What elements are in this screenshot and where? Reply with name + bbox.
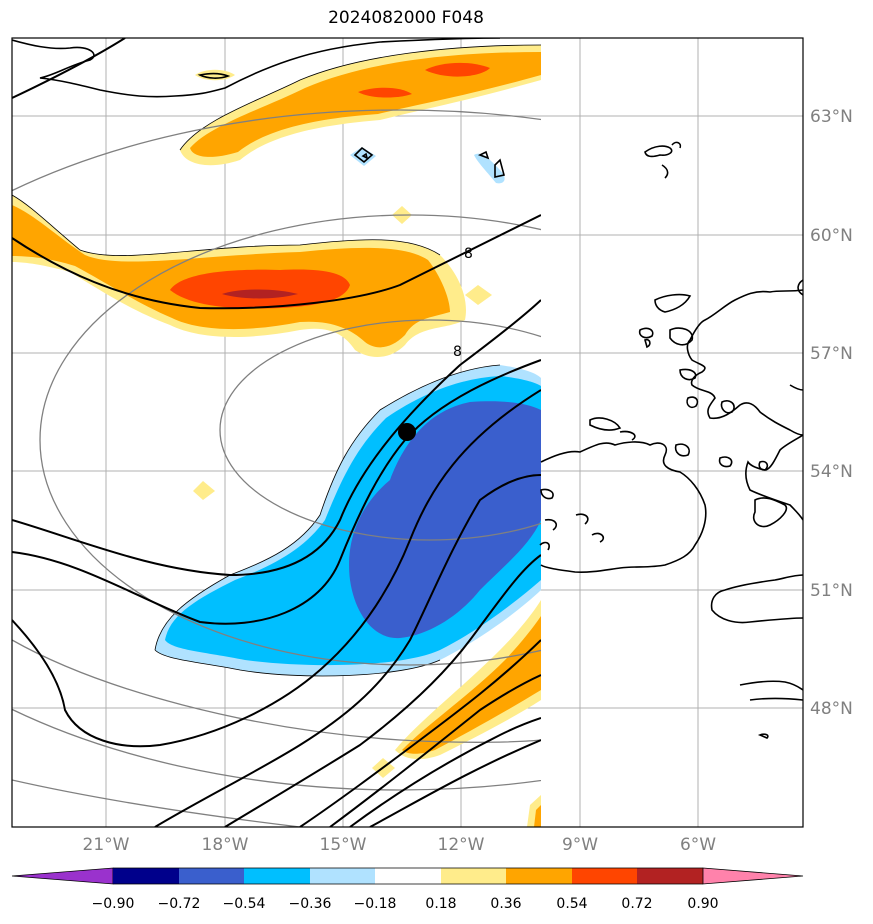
graticule xyxy=(12,38,803,827)
colorbar-tick-label: −0.54 xyxy=(223,896,266,912)
colorbar-extend-low xyxy=(11,867,114,885)
lat-label: 57°N xyxy=(810,344,853,364)
map-title: 2024082000 F048 xyxy=(328,8,484,28)
iceland-coast xyxy=(12,38,501,98)
lon-label: 6°W xyxy=(680,835,716,855)
coastlines xyxy=(12,38,803,739)
scotland-coast xyxy=(686,289,803,436)
colorbar-tick-label: 0.18 xyxy=(425,896,456,912)
contour-label: 8 xyxy=(464,246,473,262)
lat-label: 48°N xyxy=(810,699,853,719)
colorbar-tick-label: 0.54 xyxy=(556,896,587,912)
colorbar-tick-label: 0.36 xyxy=(490,896,521,912)
colorbar-swatch xyxy=(572,868,637,884)
lon-label: 12°W xyxy=(438,835,485,855)
lat-label: 54°N xyxy=(810,462,853,482)
shaded-field xyxy=(12,45,541,827)
colorbar-swatch xyxy=(506,868,572,884)
colorbar-swatch xyxy=(113,868,179,884)
colorbar-tick-label: 0.72 xyxy=(621,896,652,912)
lon-label: 9°W xyxy=(562,835,598,855)
lat-label: 51°N xyxy=(810,581,853,601)
positive-region-southeast xyxy=(395,600,541,760)
shading-outlines xyxy=(12,44,541,677)
colorbar-tick-label: 0.90 xyxy=(687,896,718,912)
colorbar-swatch xyxy=(244,868,310,884)
colorbar-swatch xyxy=(375,868,441,884)
colorbar-swatch xyxy=(310,868,375,884)
gray-contours xyxy=(12,109,541,827)
map-frame xyxy=(11,37,804,828)
longitude-labels: 21°W 18°W 15°W 12°W 9°W 6°W xyxy=(83,835,717,855)
storm-center-marker xyxy=(398,423,416,441)
colorbar-tick-label: −0.90 xyxy=(92,896,135,912)
lon-label: 18°W xyxy=(202,835,249,855)
colorbar-extend-high xyxy=(702,867,804,885)
black-contours xyxy=(12,38,541,827)
colorbar-swatch xyxy=(637,868,703,884)
colorbar-tick-label: −0.18 xyxy=(354,896,397,912)
contour-label: 8 xyxy=(453,344,462,360)
lon-label: 21°W xyxy=(83,835,130,855)
lat-label: 63°N xyxy=(810,107,853,127)
ireland-coast xyxy=(540,441,707,573)
latitude-labels: 63°N 60°N 57°N 54°N 51°N 48°N xyxy=(810,107,853,719)
colorbar-swatch xyxy=(179,868,244,884)
lat-label: 60°N xyxy=(810,226,853,246)
colorbar-swatch xyxy=(441,868,506,884)
colorbar-tick-label: −0.36 xyxy=(289,896,332,912)
colorbar: −0.90 −0.72 −0.54 −0.36 −0.18 0.18 0.36 … xyxy=(11,867,804,912)
lon-label: 15°W xyxy=(320,835,367,855)
colorbar-tick-label: −0.72 xyxy=(158,896,201,912)
